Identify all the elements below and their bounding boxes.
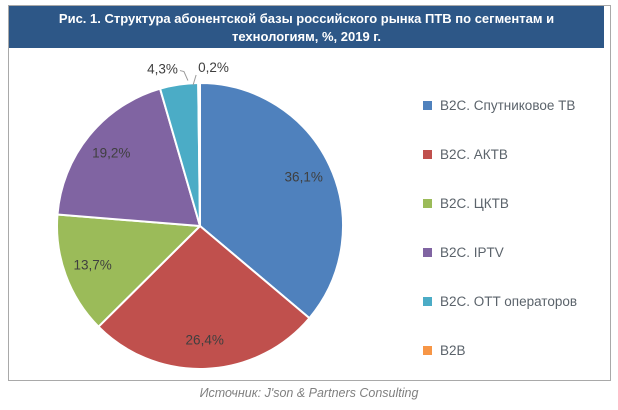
legend-item: B2C. ЦКТВ: [423, 179, 577, 228]
figure-title-line1: Рис. 1. Структура абонентской базы росси…: [58, 11, 555, 26]
pie-slice-label: 26,4%: [186, 332, 224, 347]
source-caption: Источник: J'son & Partners Consulting: [199, 386, 419, 400]
legend-swatch-icon: [423, 346, 432, 355]
legend-item: B2B: [423, 326, 577, 375]
legend-label: B2C. ЦКТВ: [440, 196, 509, 211]
legend-item: B2C. АКТВ: [423, 130, 577, 179]
legend-label: B2B: [440, 343, 466, 358]
pie-slice-label: 19,2%: [92, 146, 130, 161]
pie-chart: 36,1% 26,4% 13,7% 19,2% 4,3% 0,2%: [56, 60, 344, 370]
label-leader-line: [179, 70, 189, 81]
pie-slice: [97, 225, 311, 370]
label-leader-line: [192, 74, 197, 86]
legend-label: B2C. АКТВ: [440, 147, 508, 162]
legend-swatch-icon: [423, 150, 432, 159]
figure-title-bar: Рис. 1. Структура абонентской базы росси…: [9, 6, 604, 48]
pie-slice-label: 36,1%: [285, 170, 323, 185]
legend-item: B2C. IPTV: [423, 228, 577, 277]
legend-swatch-icon: [423, 297, 432, 306]
legend-label: B2C. IPTV: [440, 245, 504, 260]
pie-slice: [199, 82, 344, 320]
legend-item: B2C. OTT операторов: [423, 277, 577, 326]
legend-label: B2C. OTT операторов: [440, 294, 578, 309]
figure-title-line2: технологиям, %, 2019 г.: [231, 29, 382, 44]
legend-label: B2C. Спутниковое ТВ: [440, 98, 576, 113]
legend-swatch-icon: [423, 248, 432, 257]
chart-legend: B2C. Спутниковое ТВ B2C. АКТВ B2C. ЦКТВ B2C…: [423, 81, 577, 375]
pie-slice: [197, 81, 201, 227]
pie-slice-label: 4,3%: [147, 62, 178, 77]
pie-slice: [56, 87, 201, 227]
pie-slice-label: 13,7%: [73, 257, 111, 272]
pie-slice: [56, 213, 201, 328]
pie-slice-label: 0,2%: [198, 60, 229, 75]
legend-swatch-icon: [423, 199, 432, 208]
figure-frame: Рис. 1. Структура абонентской базы росси…: [8, 5, 611, 381]
legend-item: B2C. Спутниковое ТВ: [423, 81, 577, 130]
legend-swatch-icon: [423, 101, 432, 110]
